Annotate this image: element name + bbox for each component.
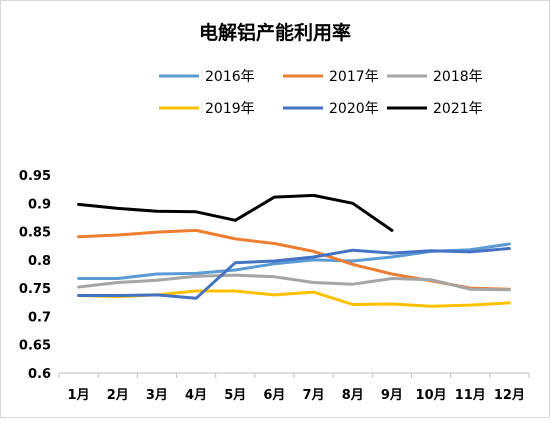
x-tick-label: 8月 xyxy=(342,388,364,403)
axes: 0.6 0.65 0.7 0.75 0.8 0.85 0.9 0.95 1月 2月 3月 4月 5月 6月… xyxy=(19,169,530,403)
chart-title: 电解铝产能利用率 xyxy=(199,21,351,44)
series-line-2021年 xyxy=(77,193,394,232)
legend-label: 2016年 xyxy=(205,69,255,85)
x-tick-label: 10月 xyxy=(416,388,447,403)
x-tick-label: 7月 xyxy=(303,388,325,403)
x-tick-label: 9月 xyxy=(381,388,403,403)
x-tick-label: 12月 xyxy=(494,388,525,403)
y-tick-label: 0.7 xyxy=(28,310,51,325)
y-tick-label: 0.75 xyxy=(19,282,51,297)
y-tick-label: 0.85 xyxy=(19,226,51,241)
series-line-2019年 xyxy=(77,289,511,308)
y-tick-label: 0.65 xyxy=(19,339,51,354)
series-line-2020年 xyxy=(77,247,511,300)
legend: 2016年 2017年 2018年 2019年 2020年 2021年 xyxy=(159,69,483,117)
x-tick-label: 2月 xyxy=(107,388,129,403)
y-tick-label: 0.6 xyxy=(28,367,51,382)
y-tick-label: 0.8 xyxy=(28,254,51,269)
y-tick-label: 0.95 xyxy=(19,169,51,184)
legend-label: 2017年 xyxy=(329,69,379,85)
x-tick-label: 6月 xyxy=(263,388,285,403)
x-tick-label: 5月 xyxy=(224,388,246,403)
legend-label: 2020年 xyxy=(329,101,379,117)
legend-label: 2018年 xyxy=(433,69,483,85)
x-tick-label: 3月 xyxy=(146,388,168,403)
series-line-2018年 xyxy=(77,273,511,292)
x-tick-label: 1月 xyxy=(68,388,90,403)
y-tick-label: 0.9 xyxy=(28,197,51,212)
x-tick-label: 11月 xyxy=(455,388,486,403)
plot-area xyxy=(77,193,511,308)
legend-label: 2019年 xyxy=(205,101,255,117)
series-line-2016年 xyxy=(77,242,511,280)
x-tick-label: 4月 xyxy=(185,388,207,403)
legend-label: 2021年 xyxy=(433,101,483,117)
